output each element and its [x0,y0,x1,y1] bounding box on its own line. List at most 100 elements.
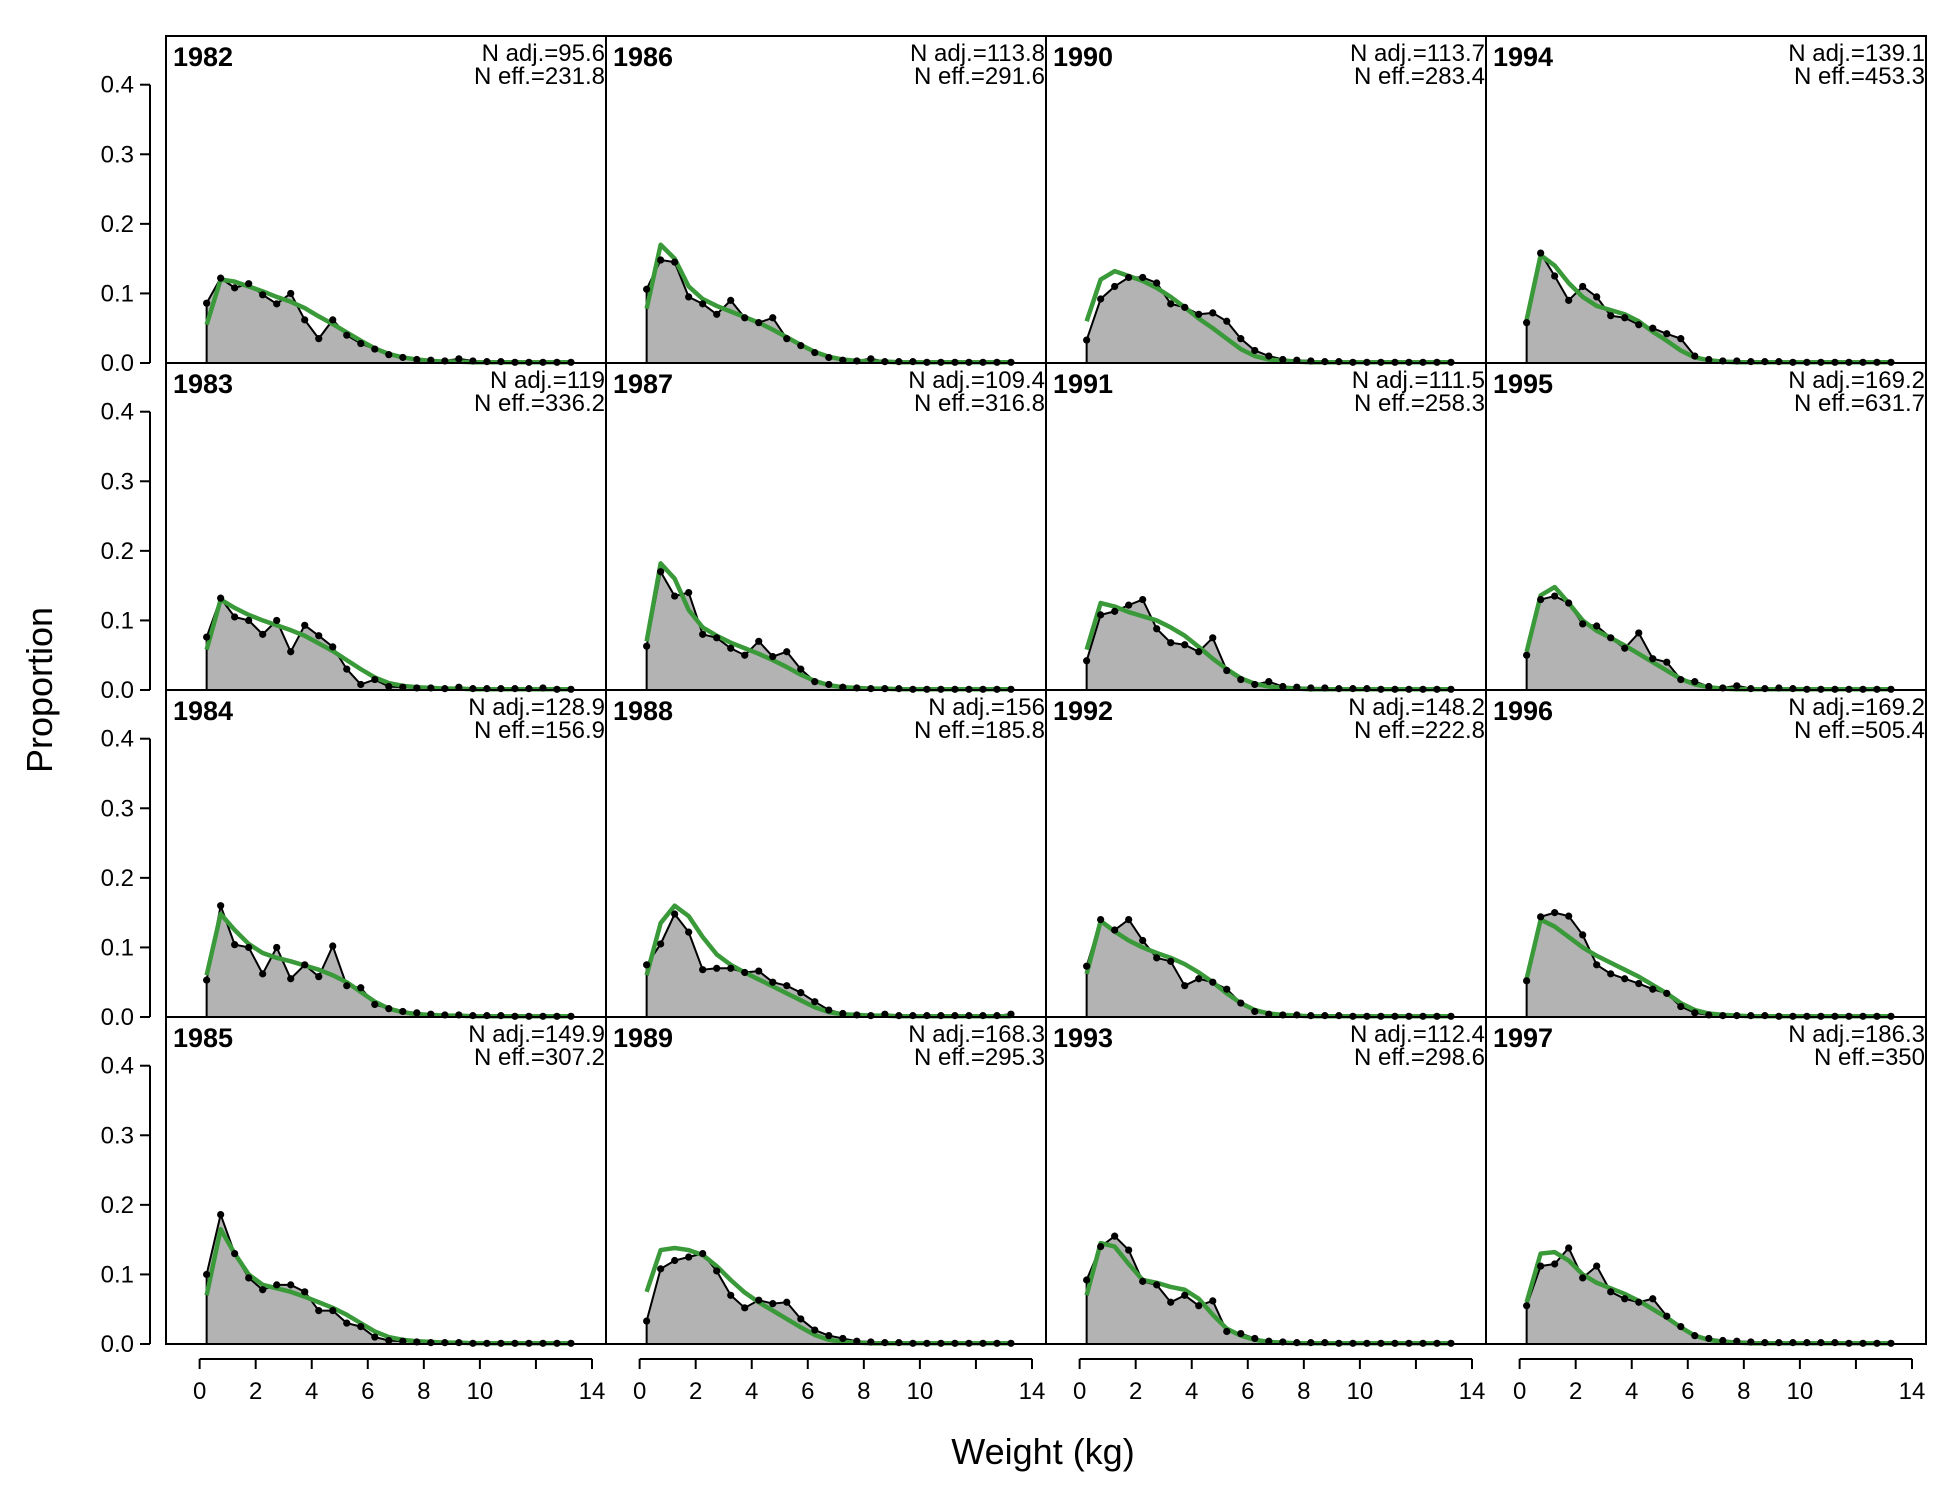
observed-point [769,978,777,986]
observed-point [1125,601,1133,609]
n-adj-label: N adj.=95.6 [482,40,605,67]
observed-point [769,1300,777,1308]
observed-point [1251,1007,1259,1016]
y-tick-label: 0.0 [101,350,134,377]
y-tick-label: 0.3 [101,795,134,822]
observed-point [713,634,721,642]
observed-point [399,1007,407,1016]
observed-point [1523,977,1531,985]
observed-point [1593,961,1601,969]
panel-year-label: 1990 [1053,42,1113,72]
observed-point [1635,629,1643,637]
observed-point [231,613,239,621]
observed-point [825,680,833,689]
n-eff-label: N eff.=185.8 [914,717,1045,744]
observed-point [343,1319,351,1327]
observed-area [1085,598,1452,691]
observed-point [1537,249,1545,257]
y-tick-label: 0.1 [101,280,134,307]
observed-point [1733,1012,1741,1020]
n-eff-label: N eff.=350 [1814,1044,1925,1071]
panel-year-label: 1993 [1053,1023,1113,1053]
observed-point [231,941,239,949]
observed-point [1181,982,1189,990]
observed-point [1537,595,1545,604]
observed-point [643,642,651,650]
observed-point [1621,975,1629,983]
observed-point [741,651,749,659]
observed-point [1579,931,1587,939]
observed-point [783,335,791,343]
observed-point [1279,682,1287,691]
panel-1985: 1985 N adj.=149.9N eff.=307.2 [165,1016,607,1347]
observed-area [1525,250,1892,364]
observed-point [671,910,679,918]
observed-point [1649,655,1657,663]
observed-point [357,680,365,689]
x-axis-title: Weight (kg) [951,1431,1134,1472]
observed-point [469,1012,477,1020]
y-tick-label: 0.2 [101,865,134,892]
n-adj-label: N adj.=109.4 [908,367,1045,394]
observed-point [797,342,805,350]
observed-point [1083,657,1091,665]
x-tick-label: 10 [467,1378,494,1405]
observed-point [727,296,735,304]
observed-point [273,1281,281,1289]
panel-1982: 1982 N adj.=95.6N eff.=231.8 [165,35,607,366]
x-tick-label: 14 [579,1378,606,1405]
panel-year-label: 1989 [613,1023,673,1053]
observed-point [811,678,819,686]
observed-point [231,284,239,292]
observed-point [1691,1332,1699,1340]
x-tick-label: 6 [361,1378,374,1405]
observed-area [645,1252,1012,1345]
observed-point [315,632,323,640]
observed-point [287,648,295,656]
observed-point [1181,303,1189,311]
panel-1995: 1995 N adj.=169.2N eff.=631.7 [1485,362,1927,693]
observed-point [1551,1260,1559,1268]
observed-point [741,314,749,322]
observed-point [881,1339,889,1347]
observed-point [427,1339,435,1347]
y-tick-label: 0.3 [101,468,134,495]
observed-area [645,258,1012,364]
observed-point [727,644,735,652]
panel-year-label: 1982 [173,42,233,72]
observed-point [329,1307,337,1315]
y-tick-label: 0.4 [101,726,134,753]
n-adj-label: N adj.=139.1 [1788,40,1925,67]
observed-point [1237,335,1245,343]
observed-point [1705,1334,1713,1343]
observed-point [1691,1009,1699,1017]
n-adj-label: N adj.=169.2 [1788,694,1925,721]
observed-point [895,685,903,693]
y-tick-label: 0.0 [101,1004,134,1031]
observed-point [1551,272,1559,280]
observed-point [357,1323,365,1331]
observed-point [895,1012,903,1020]
observed-point [657,568,665,576]
x-tick-label: 6 [801,1378,814,1405]
observed-point [1663,989,1671,997]
observed-point [203,299,211,307]
n-eff-label: N eff.=295.3 [914,1044,1045,1071]
observed-point [797,665,805,673]
observed-point [413,1009,421,1017]
observed-point [1125,1246,1133,1254]
panel-1993: 1993 N adj.=112.4N eff.=298.6 [1045,1016,1487,1347]
observed-point [259,630,267,638]
observed-area [205,1211,572,1345]
observed-point [1307,1339,1315,1347]
x-tick-label: 0 [1073,1378,1086,1405]
panel-1992: 1992 N adj.=148.2N eff.=222.8 [1045,689,1487,1020]
n-adj-label: N adj.=113.7 [1350,40,1485,67]
panel-year-label: 1997 [1493,1023,1553,1053]
x-tick-label: 8 [417,1378,430,1405]
observed-point [1139,273,1147,282]
n-eff-label: N eff.=307.2 [474,1044,605,1071]
n-adj-label: N adj.=149.9 [468,1021,605,1048]
observed-point [965,1012,973,1020]
observed-point [1195,1302,1203,1310]
